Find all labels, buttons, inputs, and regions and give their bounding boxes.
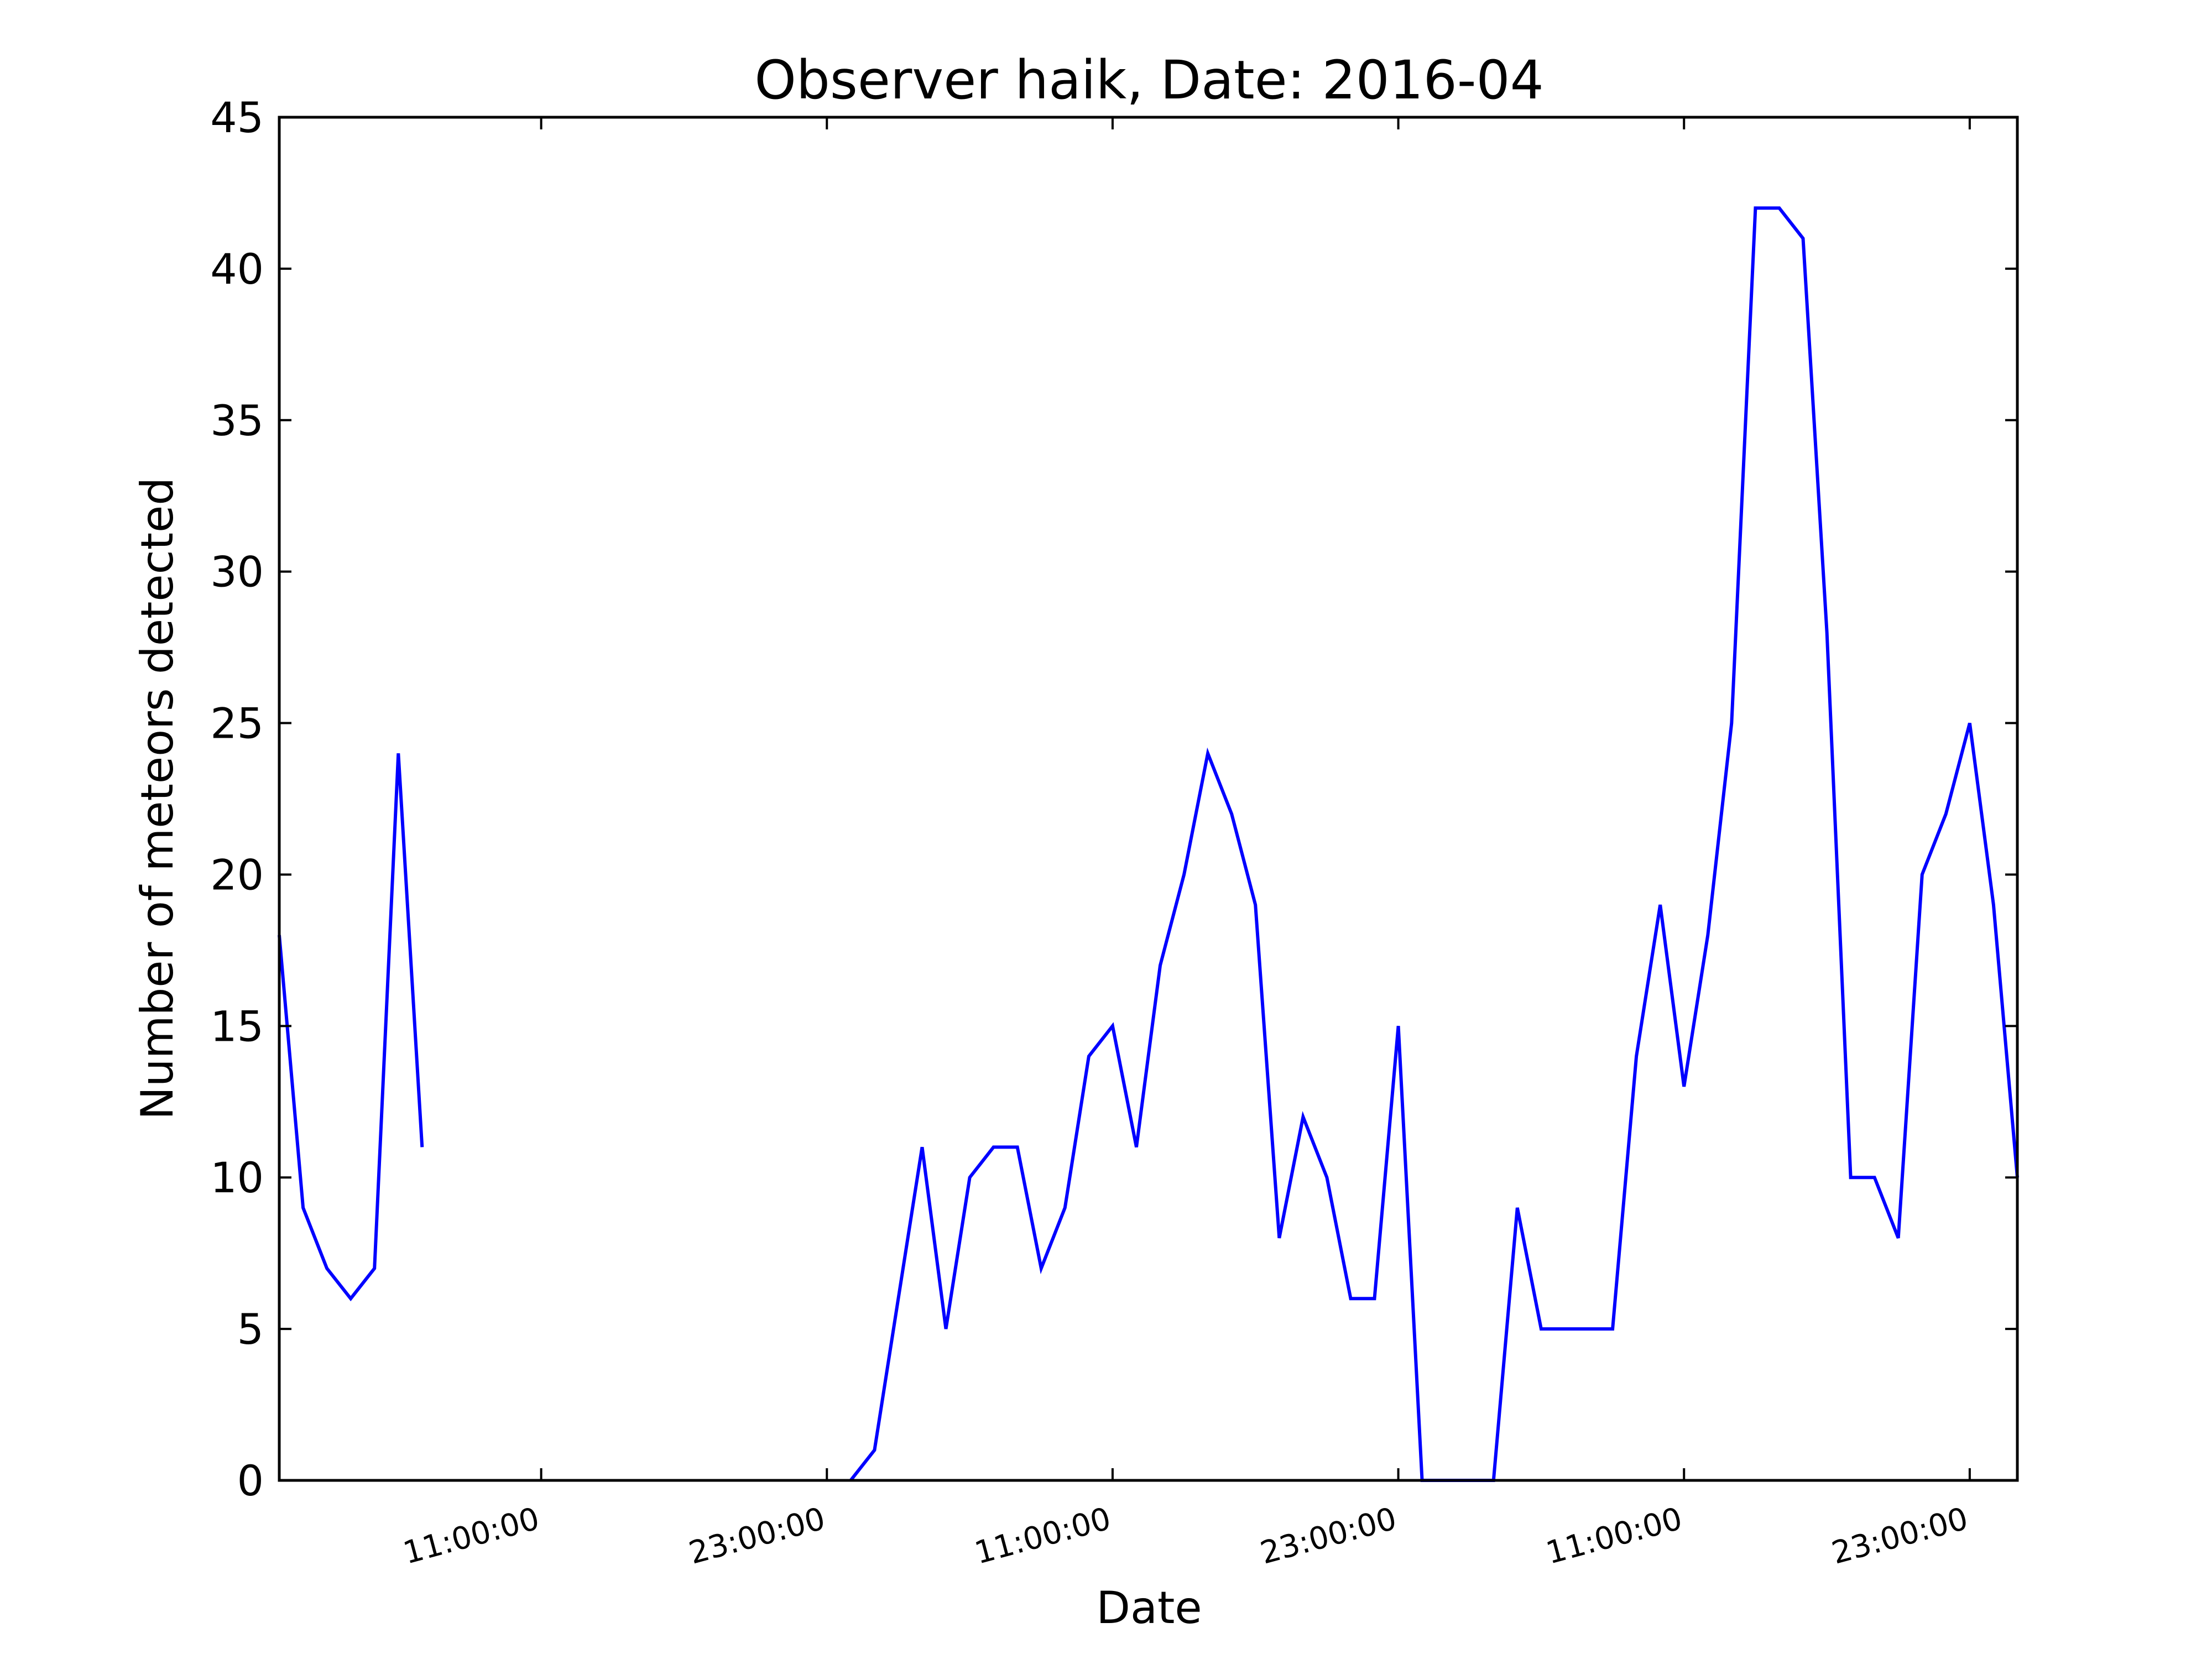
plot-background <box>279 117 2017 1480</box>
x-axis-label: Date <box>1096 1582 1202 1634</box>
y-axis-label: Number of meteors detected <box>132 477 183 1120</box>
y-tick-label: 25 <box>210 699 264 748</box>
y-tick-label: 40 <box>210 244 264 294</box>
series-line-segment <box>278 753 424 1302</box>
plot-frame <box>278 116 2019 1482</box>
y-tick-label: 5 <box>237 1305 264 1354</box>
chart-title: Observer haik, Date: 2016-04 <box>754 49 1543 111</box>
y-tick-label: 0 <box>237 1456 264 1505</box>
y-axis-tick-labels: 0 5 10 15 20 25 30 35 40 45 <box>210 93 264 1505</box>
y-tick-label: 10 <box>210 1153 264 1202</box>
y-tick-label: 15 <box>210 1001 264 1051</box>
y-tick-label: 45 <box>210 93 264 142</box>
y-tick-label: 35 <box>210 396 264 445</box>
y-tick-label: 30 <box>210 547 264 597</box>
y-tick-label: 20 <box>210 850 264 899</box>
plot-area <box>278 116 2019 1482</box>
